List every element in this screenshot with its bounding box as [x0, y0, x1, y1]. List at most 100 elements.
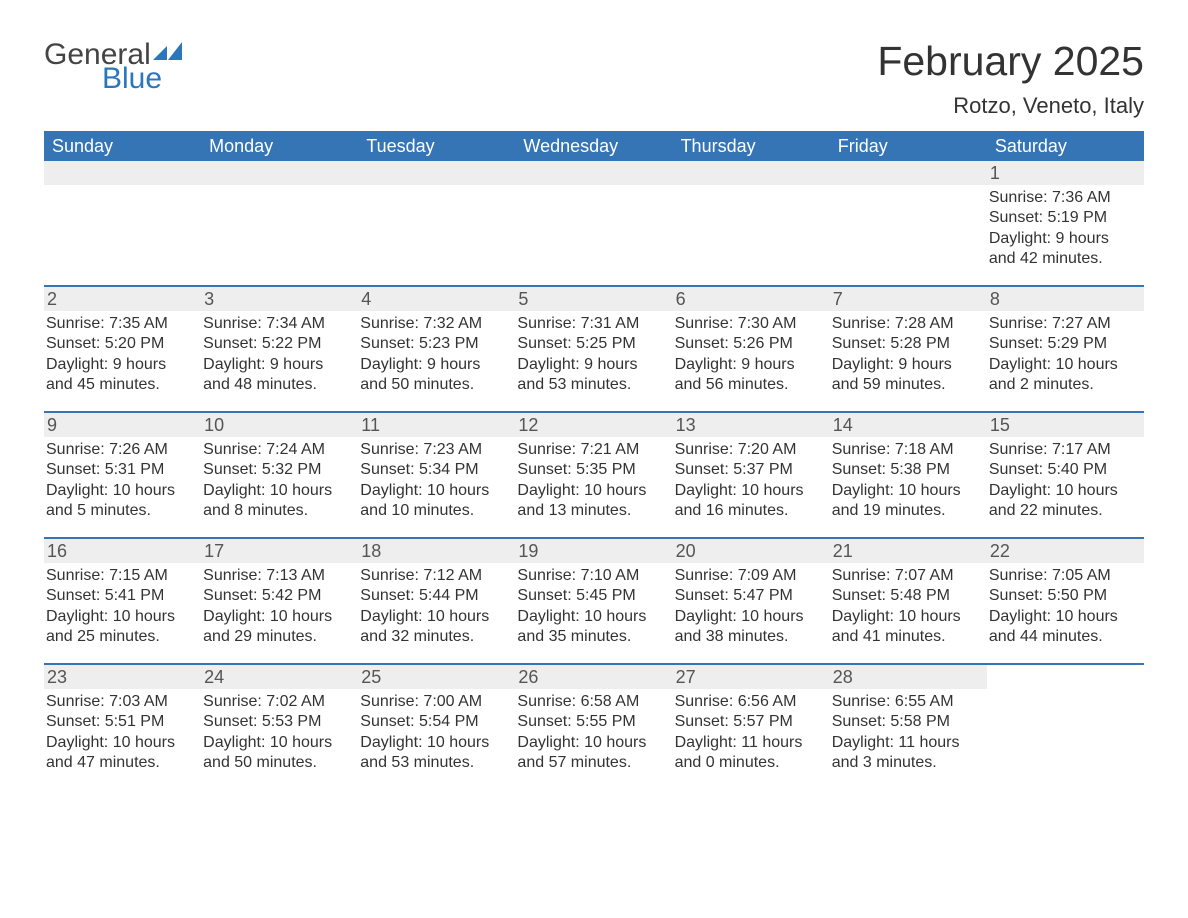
sunrise-line: Sunrise: 7:31 AM: [517, 314, 666, 334]
day-cell: 2Sunrise: 7:35 AMSunset: 5:20 PMDaylight…: [44, 287, 201, 397]
daylight-line: Daylight: 10 hours and 2 minutes.: [989, 355, 1138, 396]
day-cell: [201, 161, 358, 271]
day-body: Sunrise: 7:26 AMSunset: 5:31 PMDaylight:…: [46, 437, 195, 522]
daylight-line: Daylight: 11 hours and 3 minutes.: [832, 733, 981, 774]
day-cell: 10Sunrise: 7:24 AMSunset: 5:32 PMDayligh…: [201, 413, 358, 523]
day-number: 27: [676, 667, 696, 688]
daylight-line: Daylight: 10 hours and 29 minutes.: [203, 607, 352, 648]
day-body: Sunrise: 7:30 AMSunset: 5:26 PMDaylight:…: [675, 311, 824, 396]
sunrise-line: Sunrise: 7:17 AM: [989, 440, 1138, 460]
daylight-line: Daylight: 10 hours and 35 minutes.: [517, 607, 666, 648]
day-body: Sunrise: 7:36 AMSunset: 5:19 PMDaylight:…: [989, 185, 1138, 270]
daylight-line: Daylight: 10 hours and 53 minutes.: [360, 733, 509, 774]
calendar-week: 1Sunrise: 7:36 AMSunset: 5:19 PMDaylight…: [44, 161, 1144, 271]
calendar-week: 23Sunrise: 7:03 AMSunset: 5:51 PMDayligh…: [44, 665, 1144, 775]
sunset-line: Sunset: 5:51 PM: [46, 712, 195, 732]
sunrise-line: Sunrise: 7:09 AM: [675, 566, 824, 586]
day-body: Sunrise: 7:31 AMSunset: 5:25 PMDaylight:…: [517, 311, 666, 396]
sunset-line: Sunset: 5:53 PM: [203, 712, 352, 732]
sunrise-line: Sunrise: 7:15 AM: [46, 566, 195, 586]
day-cell: 9Sunrise: 7:26 AMSunset: 5:31 PMDaylight…: [44, 413, 201, 523]
day-number: 26: [518, 667, 538, 688]
day-body: Sunrise: 7:17 AMSunset: 5:40 PMDaylight:…: [989, 437, 1138, 522]
daylight-line: Daylight: 11 hours and 0 minutes.: [675, 733, 824, 774]
daylight-line: Daylight: 10 hours and 16 minutes.: [675, 481, 824, 522]
calendar-week: 9Sunrise: 7:26 AMSunset: 5:31 PMDaylight…: [44, 413, 1144, 523]
day-cell: 17Sunrise: 7:13 AMSunset: 5:42 PMDayligh…: [201, 539, 358, 649]
day-number: 18: [361, 541, 381, 562]
day-body: Sunrise: 7:12 AMSunset: 5:44 PMDaylight:…: [360, 563, 509, 648]
day-number: 28: [833, 667, 853, 688]
sunrise-line: Sunrise: 7:23 AM: [360, 440, 509, 460]
day-number-row: 17: [201, 539, 358, 563]
daylight-line: Daylight: 10 hours and 47 minutes.: [46, 733, 195, 774]
day-number: 19: [518, 541, 538, 562]
sunset-line: Sunset: 5:41 PM: [46, 586, 195, 606]
daylight-line: Daylight: 10 hours and 38 minutes.: [675, 607, 824, 648]
day-number: 2: [47, 289, 57, 310]
blank-day-band: [358, 161, 515, 185]
day-number: 16: [47, 541, 67, 562]
sunset-line: Sunset: 5:48 PM: [832, 586, 981, 606]
daylight-line: Daylight: 9 hours and 48 minutes.: [203, 355, 352, 396]
day-cell: 18Sunrise: 7:12 AMSunset: 5:44 PMDayligh…: [358, 539, 515, 649]
day-number-row: 23: [44, 665, 201, 689]
day-cell: 24Sunrise: 7:02 AMSunset: 5:53 PMDayligh…: [201, 665, 358, 775]
daylight-line: Daylight: 10 hours and 44 minutes.: [989, 607, 1138, 648]
daylight-line: Daylight: 10 hours and 19 minutes.: [832, 481, 981, 522]
sunset-line: Sunset: 5:44 PM: [360, 586, 509, 606]
day-cell: 6Sunrise: 7:30 AMSunset: 5:26 PMDaylight…: [673, 287, 830, 397]
day-number-row: 15: [987, 413, 1144, 437]
sunset-line: Sunset: 5:57 PM: [675, 712, 824, 732]
sunset-line: Sunset: 5:28 PM: [832, 334, 981, 354]
day-number: 22: [990, 541, 1010, 562]
day-number: 11: [361, 415, 380, 436]
day-number-row: 21: [830, 539, 987, 563]
day-body: Sunrise: 7:27 AMSunset: 5:29 PMDaylight:…: [989, 311, 1138, 396]
sunset-line: Sunset: 5:22 PM: [203, 334, 352, 354]
day-number: 20: [676, 541, 696, 562]
day-number: 12: [518, 415, 538, 436]
dow-saturday: Saturday: [987, 136, 1144, 157]
day-cell: 11Sunrise: 7:23 AMSunset: 5:34 PMDayligh…: [358, 413, 515, 523]
day-number: 8: [990, 289, 1000, 310]
day-number-row: 11: [358, 413, 515, 437]
sunset-line: Sunset: 5:38 PM: [832, 460, 981, 480]
dow-friday: Friday: [830, 136, 987, 157]
day-number-row: 8: [987, 287, 1144, 311]
daylight-line: Daylight: 10 hours and 32 minutes.: [360, 607, 509, 648]
day-number-row: 26: [515, 665, 672, 689]
calendar-week: 2Sunrise: 7:35 AMSunset: 5:20 PMDaylight…: [44, 287, 1144, 397]
title-area: February 2025 Rotzo, Veneto, Italy: [877, 38, 1144, 119]
day-cell: 19Sunrise: 7:10 AMSunset: 5:45 PMDayligh…: [515, 539, 672, 649]
day-body: Sunrise: 7:03 AMSunset: 5:51 PMDaylight:…: [46, 689, 195, 774]
day-number: 10: [204, 415, 224, 436]
sunset-line: Sunset: 5:29 PM: [989, 334, 1138, 354]
sunrise-line: Sunrise: 6:58 AM: [517, 692, 666, 712]
day-cell: 12Sunrise: 7:21 AMSunset: 5:35 PMDayligh…: [515, 413, 672, 523]
day-number: 17: [204, 541, 224, 562]
day-cell: 14Sunrise: 7:18 AMSunset: 5:38 PMDayligh…: [830, 413, 987, 523]
sunset-line: Sunset: 5:54 PM: [360, 712, 509, 732]
day-number-row: 27: [673, 665, 830, 689]
day-number: 9: [47, 415, 57, 436]
day-number: 13: [676, 415, 696, 436]
dow-thursday: Thursday: [673, 136, 830, 157]
day-number-row: 24: [201, 665, 358, 689]
day-body: Sunrise: 6:58 AMSunset: 5:55 PMDaylight:…: [517, 689, 666, 774]
day-cell: 20Sunrise: 7:09 AMSunset: 5:47 PMDayligh…: [673, 539, 830, 649]
day-body: Sunrise: 6:55 AMSunset: 5:58 PMDaylight:…: [832, 689, 981, 774]
sunset-line: Sunset: 5:50 PM: [989, 586, 1138, 606]
day-number-row: 2: [44, 287, 201, 311]
sunrise-line: Sunrise: 7:24 AM: [203, 440, 352, 460]
logo-text-blue: Blue: [102, 62, 162, 96]
day-cell: [358, 161, 515, 271]
day-cell: 7Sunrise: 7:28 AMSunset: 5:28 PMDaylight…: [830, 287, 987, 397]
blank-day-band: [201, 161, 358, 185]
sunrise-line: Sunrise: 7:07 AM: [832, 566, 981, 586]
sunset-line: Sunset: 5:32 PM: [203, 460, 352, 480]
sunrise-line: Sunrise: 6:56 AM: [675, 692, 824, 712]
day-number: 7: [833, 289, 843, 310]
day-number-row: 1: [987, 161, 1144, 185]
sunrise-line: Sunrise: 6:55 AM: [832, 692, 981, 712]
